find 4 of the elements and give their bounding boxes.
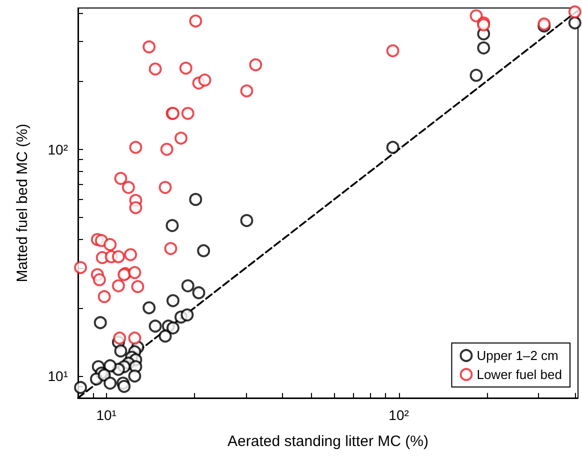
y-axis-title: Matted fuel bed MC (%)	[14, 124, 31, 282]
legend-label: Upper 1–2 cm	[476, 348, 558, 363]
legend-label: Lower fuel bed	[476, 367, 562, 382]
x-axis-title: Aerated standing litter MC (%)	[228, 433, 428, 450]
